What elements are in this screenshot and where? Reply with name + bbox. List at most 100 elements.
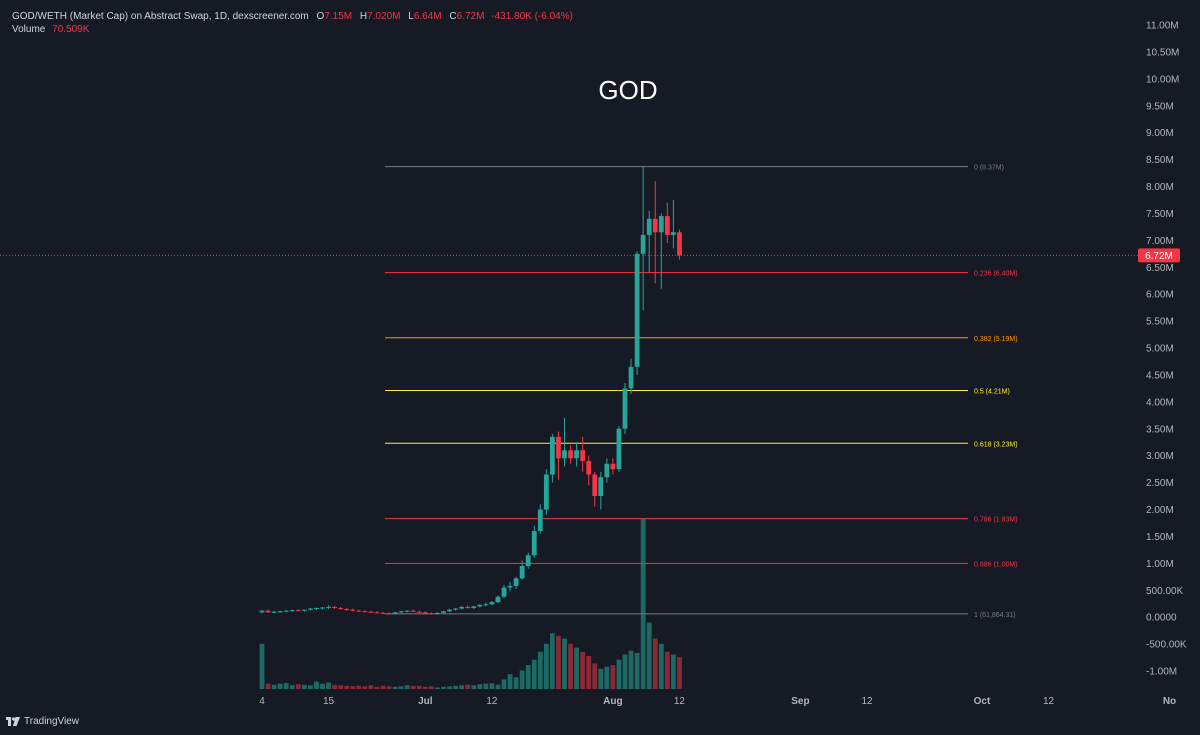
- volume-bar: [338, 685, 344, 689]
- volume-bar: [664, 651, 670, 689]
- candle-body: [671, 232, 676, 235]
- close-value: 6.72M: [456, 11, 485, 22]
- candle-body: [598, 477, 604, 497]
- volume-bar: [380, 685, 386, 689]
- candle-body: [477, 604, 483, 607]
- volume-bar: [562, 638, 567, 689]
- volume-bar: [453, 685, 458, 689]
- volume-bar: [459, 685, 465, 689]
- volume-bar: [362, 686, 368, 689]
- price-axis: 11.00M 10.50M 10.00M 9.50M 9.00M 8.50M 8.00M 7.…: [1146, 21, 1187, 678]
- volume-bar: [543, 643, 549, 689]
- volume-bar: [465, 684, 471, 689]
- volume-bar: [410, 685, 416, 689]
- candle-body: [525, 555, 531, 567]
- candle-body: [338, 608, 344, 610]
- volume-bar: [447, 686, 452, 689]
- time-axis-label: 12: [1043, 696, 1055, 707]
- candle-body: [429, 613, 434, 615]
- volume-bar: [634, 652, 640, 689]
- volume-bar: [422, 686, 428, 689]
- candle-body: [483, 604, 489, 606]
- candle-body: [332, 606, 337, 609]
- candle-body: [610, 463, 616, 470]
- candle-body: [410, 610, 416, 612]
- volume-bar: [507, 674, 513, 689]
- volume-bar: [374, 686, 380, 689]
- volume-bar: [658, 643, 664, 689]
- volume-bar: [295, 684, 301, 689]
- candle-body: [350, 609, 356, 611]
- candle-body: [386, 613, 392, 615]
- price-axis-label: -500.00K: [1146, 640, 1187, 651]
- volume-bar: [580, 651, 586, 689]
- volume-bar: [519, 670, 525, 689]
- time-axis-label: 12: [861, 696, 873, 707]
- volume-bar: [592, 663, 598, 689]
- time-axis-label: Oct: [974, 696, 991, 707]
- candle-body: [295, 610, 301, 612]
- candle-body: [356, 610, 362, 612]
- fib-level-label: 0.786 (1.83M): [974, 517, 1018, 524]
- volume-bar: [332, 684, 337, 689]
- candle-body: [362, 611, 368, 613]
- volume-bar: [495, 684, 501, 689]
- candle-body: [622, 388, 628, 429]
- candle-body: [489, 602, 495, 605]
- candle-body: [314, 608, 319, 610]
- volume-bar: [277, 683, 283, 689]
- fib-level-label: 1 (61,864.31): [974, 612, 1016, 619]
- candle-body: [380, 612, 386, 614]
- tradingview-logo[interactable]: TradingView: [6, 716, 79, 727]
- volume-bar: [301, 684, 307, 689]
- candle-body: [368, 611, 374, 613]
- volume-bar: [435, 687, 440, 689]
- time-axis-label: Jul: [418, 696, 433, 707]
- symbol-info[interactable]: GOD/WETH (Market Cap) on Abstract Swap, …: [12, 11, 309, 22]
- candle-body: [465, 606, 471, 609]
- volume-bar: [344, 685, 350, 689]
- volume-bar: [326, 682, 331, 689]
- volume-bar: [550, 633, 555, 689]
- volume-bar: [320, 683, 325, 689]
- price-axis-label: 4.00M: [1146, 397, 1174, 408]
- price-axis-label: 10.50M: [1146, 47, 1179, 58]
- low-value: 6.64M: [413, 11, 442, 22]
- price-axis-label: 6.50M: [1146, 263, 1174, 274]
- volume-bar: [368, 685, 374, 689]
- candle-body: [556, 436, 561, 459]
- candle-body: [634, 253, 640, 367]
- volume-bar: [283, 683, 289, 689]
- candle-body: [392, 612, 398, 614]
- candle-body: [422, 612, 428, 614]
- volume-bar: [513, 677, 519, 689]
- price-axis-label: 11.00M: [1146, 21, 1179, 32]
- candle-body: [441, 611, 446, 613]
- volume-bar: [489, 683, 495, 689]
- volume-bar: [441, 686, 446, 689]
- candle-body: [259, 610, 265, 613]
- candle-body: [580, 450, 586, 462]
- candle-body: [628, 366, 634, 389]
- volume-bar: [265, 683, 271, 689]
- volume-bar: [314, 681, 319, 689]
- candle-body: [652, 218, 658, 233]
- volume-bar: [356, 685, 362, 689]
- volume-bar: [471, 685, 477, 689]
- volume-bar: [586, 656, 592, 689]
- volume-bar: [574, 647, 579, 689]
- candle-body: [658, 216, 664, 233]
- last-price-value: 6.72M: [1145, 251, 1173, 262]
- candle-body: [543, 474, 549, 510]
- volume-bar: [598, 668, 604, 689]
- volume-bar: [556, 635, 561, 689]
- logo-text: TradingView: [24, 716, 80, 727]
- volume-bar: [501, 679, 507, 689]
- price-axis-label: 2.00M: [1146, 505, 1174, 516]
- volume-bar: [392, 686, 398, 689]
- chart-legend: GOD/WETH (Market Cap) on Abstract Swap, …: [12, 10, 573, 36]
- volume-bar: [671, 654, 676, 689]
- candle-body: [507, 585, 513, 588]
- candle-body: [283, 610, 289, 612]
